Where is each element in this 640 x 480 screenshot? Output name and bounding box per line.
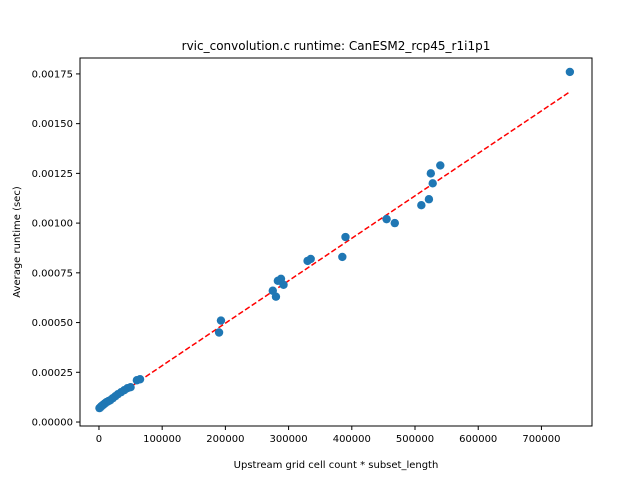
y-tick-label: 0.00150 (32, 119, 73, 130)
x-tick-label: 500000 (396, 434, 434, 445)
x-axis-label: Upstream grid cell count * subset_length (234, 460, 439, 471)
y-tick-label: 0.00100 (32, 219, 73, 230)
x-tick-label: 200000 (206, 434, 244, 445)
y-tick-label: 0.00050 (32, 318, 73, 329)
data-point (417, 201, 426, 210)
x-axis: 0 100000 200000 300000 400000 500000 600000 700… (96, 426, 561, 445)
plot-frame (79, 57, 593, 427)
x-tick-label: 400000 (333, 434, 371, 445)
data-point (341, 232, 350, 242)
data-point (565, 67, 575, 77)
data-points-layer (95, 67, 575, 413)
x-tick-label: 0 (96, 434, 102, 445)
x-tick-label: 600000 (459, 434, 497, 445)
y-tick-label: 0.00025 (32, 368, 73, 379)
data-point (390, 218, 399, 228)
data-point (271, 292, 281, 301)
data-point (279, 280, 288, 289)
data-point (214, 328, 224, 337)
data-point (126, 383, 135, 392)
data-point (216, 316, 226, 325)
regression-line-layer (98, 91, 571, 409)
x-tick-label: 300000 (269, 434, 307, 445)
y-axis-label: Average runtime (sec) (12, 186, 23, 298)
x-tick-label: 700000 (522, 434, 560, 445)
y-axis: 0.00000 0.00025 0.00050 0.00075 0.00100 0.001… (32, 69, 80, 429)
y-tick-label: 0.00000 (32, 418, 73, 429)
data-point (428, 179, 437, 188)
plot-area (80, 58, 592, 426)
data-point (338, 252, 347, 262)
data-point (135, 375, 145, 384)
data-point (426, 169, 436, 178)
y-tick-label: 0.00075 (32, 268, 73, 279)
data-point (436, 161, 445, 170)
x-tick-label: 100000 (143, 434, 181, 445)
y-tick-label: 0.00175 (32, 69, 73, 80)
data-point (306, 254, 315, 264)
y-tick-label: 0.00125 (32, 169, 73, 180)
regression-line (98, 91, 571, 409)
chart-title: rvic_convolution.c runtime: CanESM2_rcp4… (182, 39, 491, 53)
data-point (424, 195, 434, 204)
data-point (382, 214, 391, 224)
